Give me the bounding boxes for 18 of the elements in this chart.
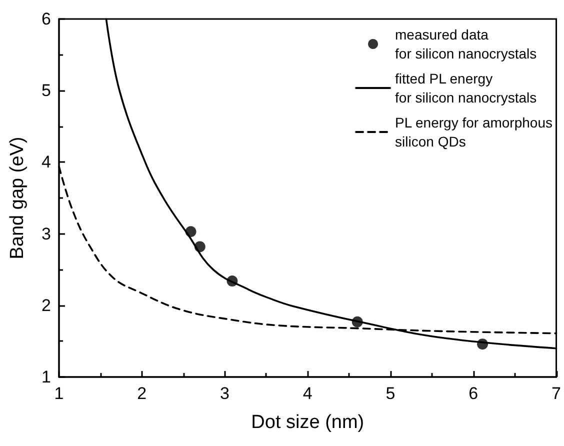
x-tick-label: 2: [137, 384, 147, 403]
x-tick-label: 1: [54, 384, 64, 403]
legend-label: measured data for silicon nanocrystals: [395, 26, 537, 62]
y-tick-label: 1: [42, 368, 51, 386]
legend-label: fitted PL energy for silicon nanocrystals: [395, 70, 537, 106]
y-tick-label: 2: [42, 296, 51, 315]
legend-label: PL energy for amorphous silicon QDs: [395, 114, 552, 150]
x-tick-label: 3: [220, 384, 230, 403]
y-tick-label: 3: [42, 224, 51, 244]
y-tick-label: 5: [42, 81, 51, 100]
y-axis-title: Band gap (eV): [7, 136, 28, 260]
y-tick-label: 6: [42, 10, 51, 28]
x-axis-title: Dot size (nm): [251, 412, 364, 433]
y-tick-label: 4: [42, 152, 51, 172]
x-tick-label: 5: [386, 384, 396, 403]
x-tick-label: 4: [302, 384, 312, 403]
x-tick-label: 6: [468, 384, 478, 403]
x-tick-label: 7: [552, 384, 562, 403]
